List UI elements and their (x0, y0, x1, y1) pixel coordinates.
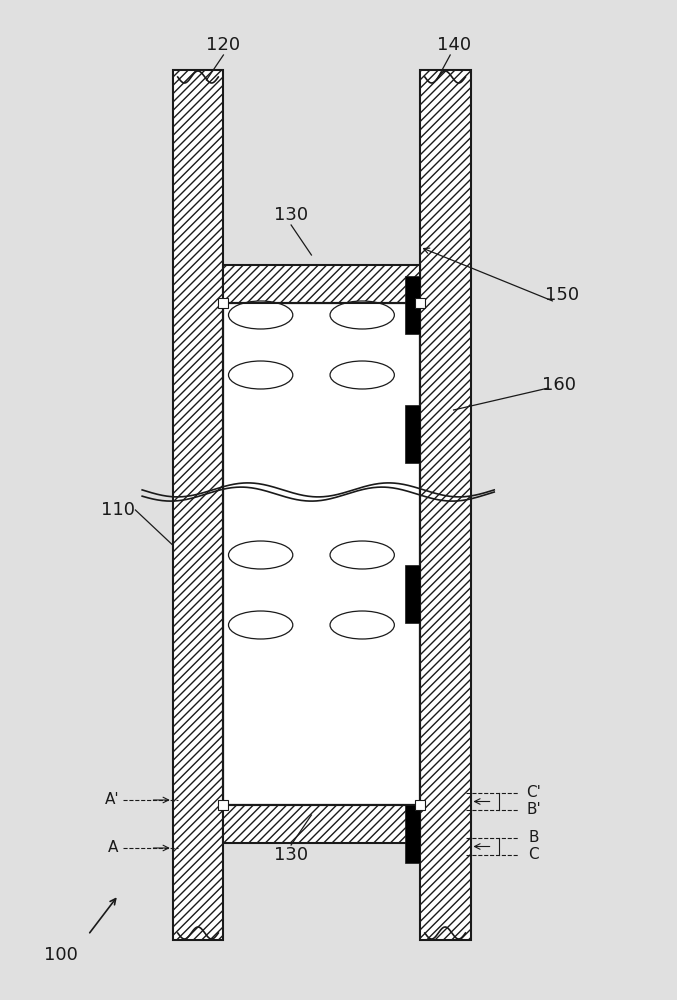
Bar (405, 405, 420, 463)
Text: C': C' (526, 785, 541, 800)
Text: A: A (108, 840, 118, 855)
Bar (223, 805, 420, 843)
Ellipse shape (228, 301, 293, 329)
Ellipse shape (228, 541, 293, 569)
Text: 130: 130 (274, 206, 308, 224)
Text: A': A' (106, 792, 120, 807)
Bar (223, 303, 420, 805)
Bar (173, 70, 223, 940)
Text: 120: 120 (206, 36, 240, 54)
Bar (219, 800, 228, 810)
Bar (405, 805, 420, 863)
Bar (223, 265, 420, 303)
Bar (405, 276, 420, 334)
Ellipse shape (330, 361, 394, 389)
Ellipse shape (330, 301, 394, 329)
Ellipse shape (330, 541, 394, 569)
Bar (405, 565, 420, 623)
Text: 100: 100 (44, 946, 78, 964)
Bar (415, 800, 424, 810)
Ellipse shape (228, 361, 293, 389)
Bar (219, 298, 228, 308)
Text: C: C (528, 847, 539, 862)
Text: 150: 150 (545, 286, 579, 304)
Text: B': B' (526, 802, 541, 817)
Text: B: B (528, 830, 539, 845)
Ellipse shape (228, 611, 293, 639)
Text: 140: 140 (437, 36, 471, 54)
Text: 130: 130 (274, 846, 308, 864)
Bar (415, 298, 424, 308)
Bar (420, 70, 471, 940)
Text: 160: 160 (542, 376, 575, 394)
Text: 110: 110 (102, 501, 135, 519)
Ellipse shape (330, 611, 394, 639)
